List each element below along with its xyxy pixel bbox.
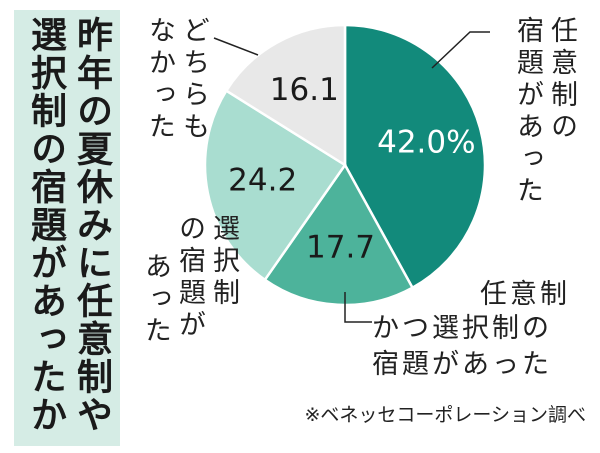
category-label: 任意制の: [546, 16, 577, 144]
leader-line: [213, 37, 259, 56]
title-background: [14, 10, 120, 446]
chart-title: 昨年の夏休みに任意制や選択制の宿題があったか: [25, 16, 112, 434]
category-label: あった: [140, 252, 171, 348]
category-label: の宿題が: [174, 214, 205, 342]
category-label: 選択制: [208, 214, 239, 310]
category-label: なかった: [144, 16, 175, 144]
value-label: 24.2: [228, 162, 297, 198]
leader-line: [344, 292, 372, 323]
pie-slice: [263, 162, 415, 307]
category-label: かつ選択制の: [372, 313, 552, 344]
pie-slice: [343, 23, 487, 290]
value-label: 42.0%: [377, 125, 475, 161]
category-label: 任意制: [480, 279, 570, 310]
value-label: 17.7: [306, 229, 375, 265]
category-label: 宿題があった: [512, 16, 543, 208]
pie-slice: [224, 23, 347, 168]
source-note: ※ベネッセコーポレーション調べ: [304, 404, 586, 426]
value-label: 16.1: [270, 72, 339, 108]
leader-line: [431, 31, 490, 69]
pie-slice: [203, 89, 347, 282]
category-label: どちらも: [178, 16, 209, 144]
category-label: 宿題があった: [372, 349, 552, 380]
